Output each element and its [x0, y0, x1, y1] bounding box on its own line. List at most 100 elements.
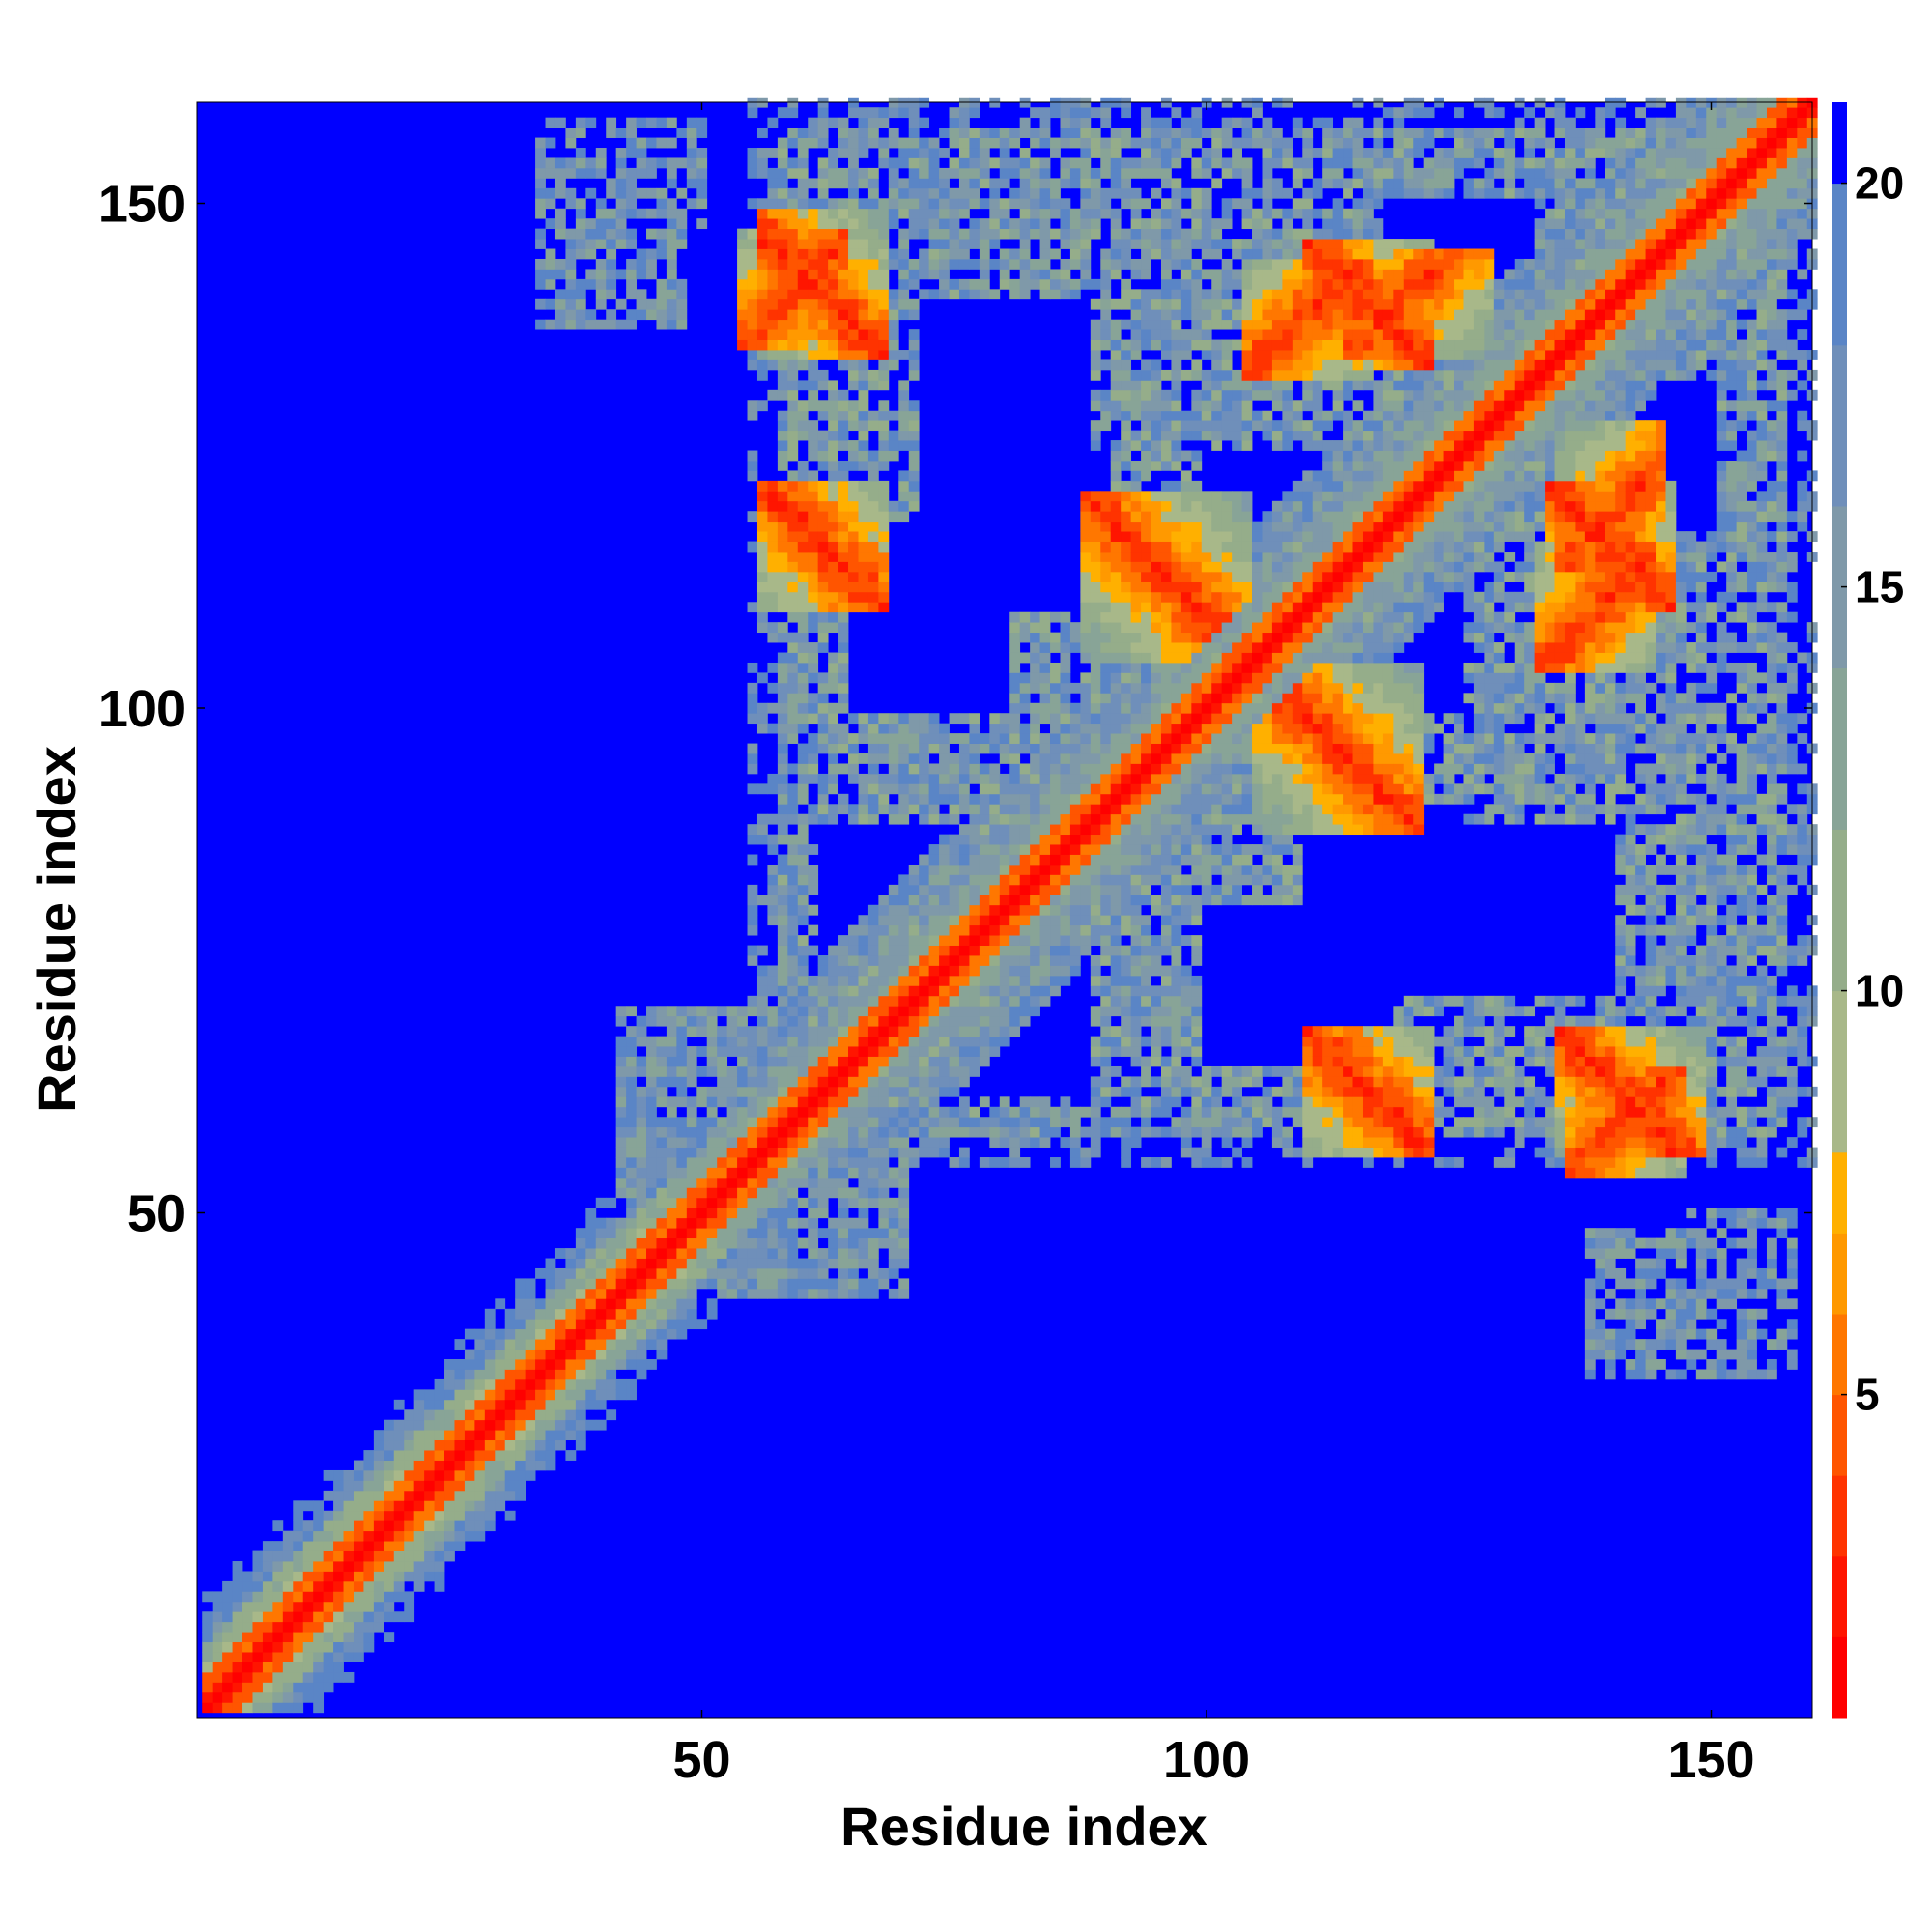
heatmap-cell: [979, 804, 990, 815]
heatmap-cell: [676, 309, 688, 321]
heatmap-cell: [1180, 289, 1192, 300]
heatmap-cell: [939, 1137, 950, 1148]
heatmap-cell: [1080, 511, 1092, 523]
heatmap-cell: [1191, 359, 1203, 371]
heatmap-cell: [1151, 632, 1162, 643]
heatmap-cell: [1130, 552, 1142, 562]
heatmap-cell: [817, 1248, 829, 1259]
heatmap-cell: [413, 1469, 425, 1481]
heatmap-cell: [585, 1378, 597, 1390]
heatmap-cell: [908, 128, 920, 138]
heatmap-cell: [1100, 723, 1112, 734]
heatmap-cell: [1191, 1096, 1203, 1108]
heatmap-cell: [838, 1056, 849, 1067]
heatmap-cell: [787, 289, 799, 300]
heatmap-cell: [686, 1006, 697, 1017]
heatmap-cell: [363, 1611, 375, 1623]
heatmap-cell: [787, 420, 799, 432]
heatmap-cell: [1019, 723, 1031, 734]
heatmap-cell: [939, 1065, 950, 1077]
heatmap-cell: [867, 904, 879, 916]
heatmap-cell: [1171, 955, 1182, 966]
heatmap-cell: [838, 571, 849, 582]
heatmap-cell: [958, 713, 970, 724]
heatmap-cell: [302, 1662, 314, 1673]
heatmap-cell: [575, 309, 586, 321]
heatmap-cell: [878, 208, 890, 219]
heatmap-cell: [867, 1228, 879, 1239]
heatmap-cell: [363, 1500, 375, 1512]
heatmap-cell: [838, 632, 849, 643]
heatmap-cell: [1060, 278, 1071, 290]
heatmap-cell: [1050, 278, 1061, 290]
heatmap-cell: [908, 1056, 920, 1067]
heatmap-cell: [696, 1147, 708, 1158]
heatmap-cell: [242, 1621, 253, 1633]
heatmap-cell: [646, 1015, 657, 1027]
heatmap-cell: [878, 400, 890, 412]
heatmap-cell: [858, 137, 869, 149]
heatmap-cell: [979, 995, 990, 1007]
heatmap-cell: [1151, 128, 1162, 138]
heatmap-cell: [646, 1258, 657, 1269]
heatmap-cell: [797, 723, 809, 734]
heatmap-cell: [535, 1308, 546, 1320]
heatmap-cell: [525, 1450, 536, 1461]
heatmap-cell: [1130, 137, 1142, 149]
heatmap-cell: [545, 1267, 556, 1279]
heatmap-cell: [1191, 128, 1203, 138]
heatmap-cell: [756, 1208, 768, 1219]
heatmap-cell: [706, 1258, 718, 1269]
heatmap-cell: [1130, 218, 1142, 230]
heatmap-cell: [636, 1147, 647, 1158]
heatmap-cell: [777, 773, 788, 784]
heatmap-cell: [867, 460, 879, 471]
heatmap-cell: [756, 1278, 768, 1290]
heatmap-cell: [313, 1702, 325, 1714]
heatmap-cell: [676, 1278, 688, 1290]
heatmap-cell: [989, 824, 1001, 836]
heatmap-cell: [1050, 955, 1061, 966]
heatmap-cell: [828, 723, 838, 734]
heatmap-cell: [1151, 874, 1162, 886]
heatmap-cell: [575, 1419, 586, 1431]
heatmap-cell: [636, 1298, 647, 1310]
heatmap-cell: [958, 793, 970, 805]
heatmap-cell: [787, 955, 799, 966]
heatmap-cell: [615, 1157, 627, 1168]
heatmap-cell: [1050, 753, 1061, 764]
heatmap-cell: [928, 228, 940, 240]
heatmap-cell: [777, 460, 788, 471]
heatmap-cell: [585, 1208, 597, 1219]
heatmap-cell: [1191, 693, 1203, 704]
heatmap-cell: [484, 1490, 496, 1501]
heatmap-cell: [1141, 985, 1151, 997]
heatmap-cell: [626, 1378, 637, 1390]
heatmap-cell: [1160, 511, 1172, 523]
heatmap-cell: [545, 248, 556, 260]
heatmap-cell: [373, 1439, 384, 1451]
heatmap-cell: [1030, 985, 1040, 997]
heatmap-cell: [838, 1267, 849, 1279]
heatmap-cell: [777, 693, 788, 704]
heatmap-cell: [1191, 672, 1203, 684]
heatmap-cell: [1090, 743, 1101, 754]
heatmap-cell: [384, 1490, 395, 1501]
heatmap-cell: [1171, 915, 1182, 926]
heatmap-cell: [787, 642, 799, 653]
heatmap-cell: [949, 107, 960, 119]
heatmap-cell: [777, 500, 788, 512]
heatmap-cell: [828, 167, 838, 179]
heatmap-cell: [393, 1530, 405, 1542]
heatmap-cell: [454, 1378, 466, 1390]
heatmap-cell: [858, 420, 869, 432]
heatmap-cell: [1080, 864, 1092, 875]
heatmap-cell: [939, 753, 950, 764]
heatmap-cell: [333, 1510, 344, 1521]
heatmap-cell: [706, 1046, 718, 1057]
heatmap-cell: [1121, 975, 1132, 986]
heatmap-cell: [1090, 682, 1101, 694]
heatmap-cell: [1141, 642, 1151, 653]
heatmap-cell: [1060, 753, 1071, 764]
heatmap-cell: [747, 107, 758, 119]
